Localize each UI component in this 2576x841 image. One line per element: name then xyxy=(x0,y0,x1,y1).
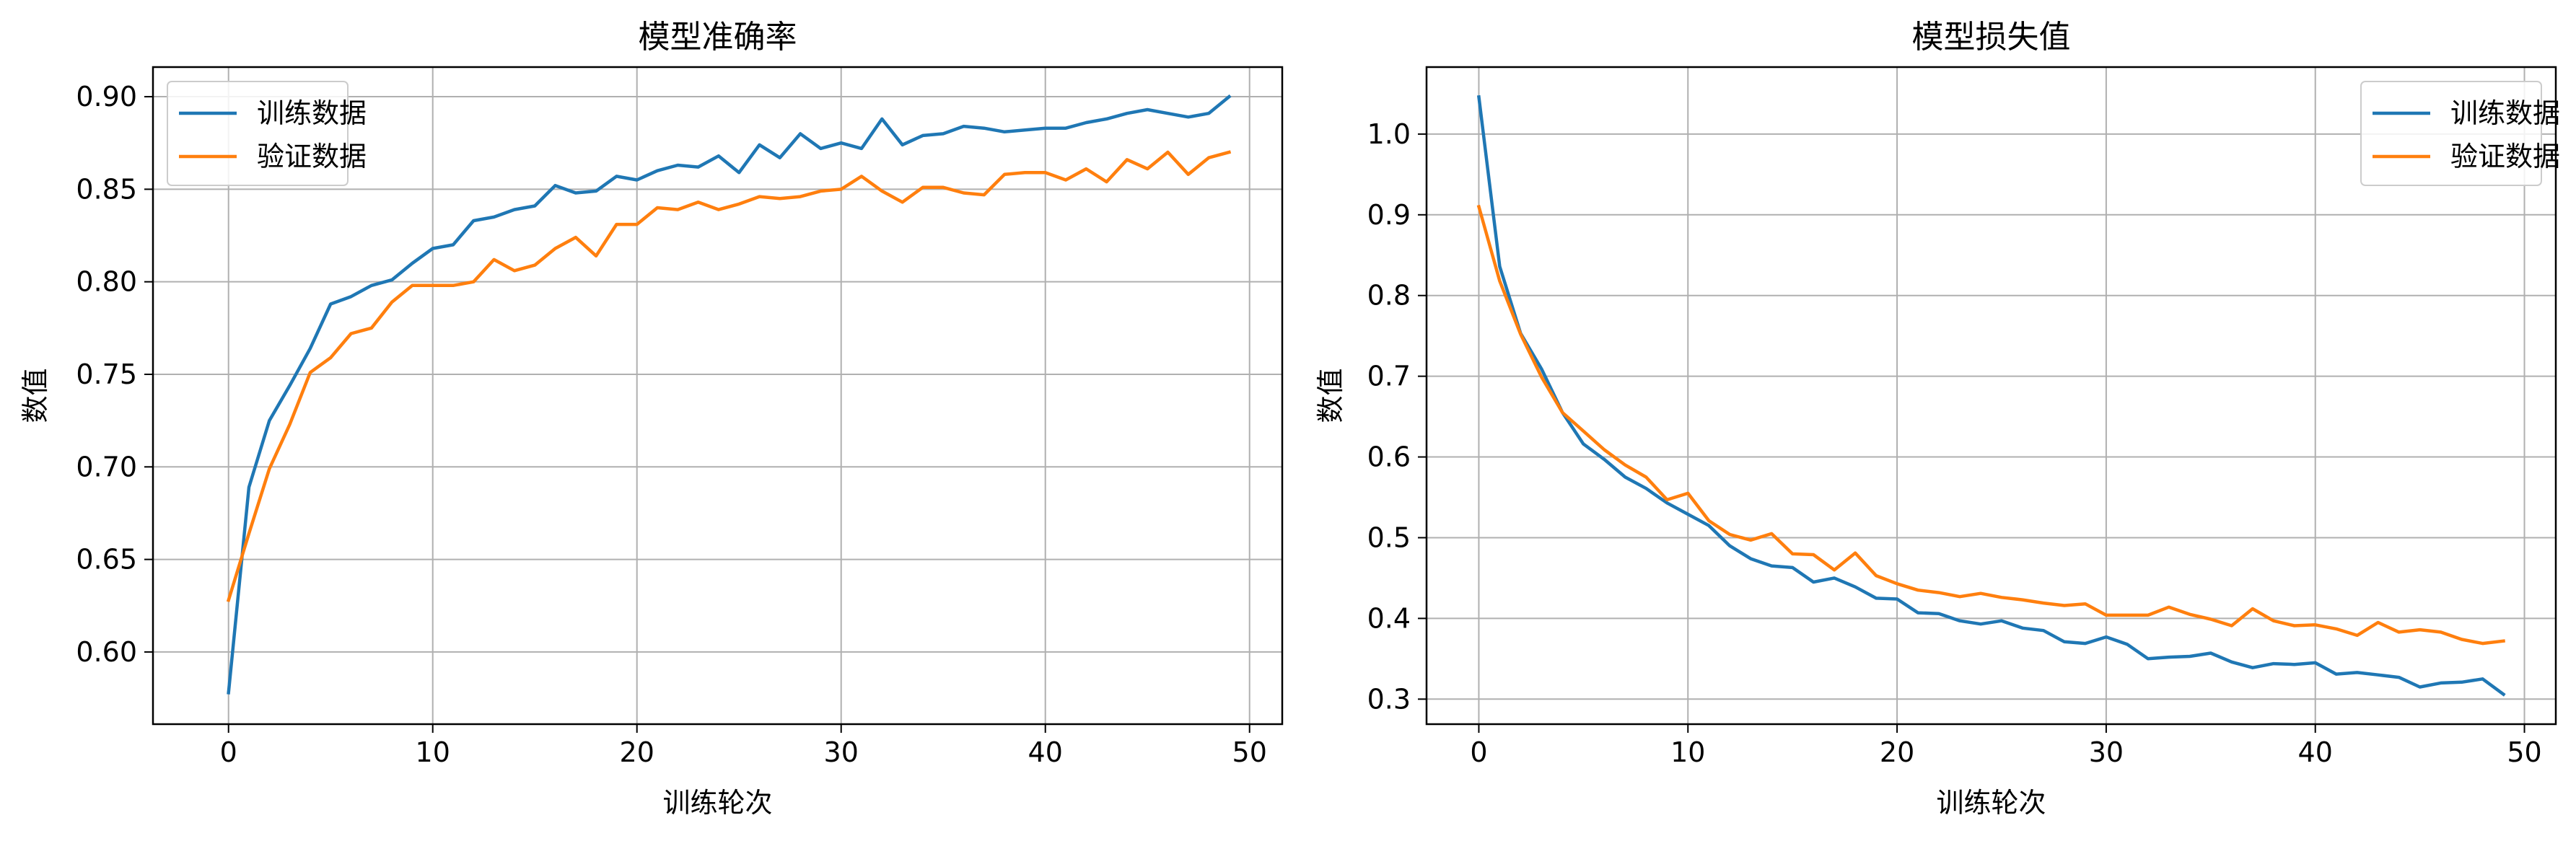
series-line-0 xyxy=(227,94,1232,695)
x-tick-label: 30 xyxy=(824,736,859,768)
x-tick-label: 50 xyxy=(1232,736,1267,768)
y-tick-label: 1.0 xyxy=(1367,118,1411,150)
legend-box xyxy=(167,81,349,186)
legend-label: 训练数据 xyxy=(257,97,367,129)
y-tick-label: 0.75 xyxy=(76,358,137,390)
legend-box xyxy=(2360,81,2542,186)
y-tick-label: 0.7 xyxy=(1367,361,1411,392)
series-line-0 xyxy=(1476,94,2506,697)
series-line-1 xyxy=(1476,204,2505,646)
y-tick-label: 0.65 xyxy=(76,544,137,576)
x-axis-label: 训练轮次 xyxy=(1936,787,2046,819)
accuracy-chart: 0 10 20 30 40 50 0.60 0.65 0.70 0.75 0.80 0.85 0.90 模… xyxy=(19,19,1284,819)
x-tick-label: 40 xyxy=(2298,736,2333,768)
y-tick-label: 0.85 xyxy=(76,173,137,205)
chart-title: 模型损失值 xyxy=(1912,19,2071,56)
loss-chart: 0 10 20 30 40 50 0.3 0.4 0.5 0.6 0.7 0.8 0.9 1.0 模型损失值… xyxy=(1315,19,2560,819)
chart-title: 模型准确率 xyxy=(639,19,797,56)
y-axis-label: 数值 xyxy=(19,368,51,423)
y-tick-label: 0.5 xyxy=(1367,521,1411,553)
series-points-1 xyxy=(1478,206,2504,644)
x-tick-label: 0 xyxy=(1470,736,1487,768)
x-tick-label: 40 xyxy=(1028,736,1063,768)
series-points-0 xyxy=(228,96,1230,693)
legend-label: 验证数据 xyxy=(257,141,367,172)
x-tick-label: 20 xyxy=(1880,736,1914,768)
y-tick-label: 0.3 xyxy=(1367,683,1411,715)
y-tick-label: 0.4 xyxy=(1367,602,1411,634)
y-tick-label: 0.90 xyxy=(76,81,137,113)
y-tick-label: 0.8 xyxy=(1367,280,1411,312)
series-points-0 xyxy=(1478,97,2504,695)
x-tick-label: 50 xyxy=(2507,736,2541,768)
series-line-1 xyxy=(226,150,1232,602)
grid xyxy=(1427,67,2556,724)
x-tick-label: 30 xyxy=(2089,736,2124,768)
legend-label: 验证数据 xyxy=(2450,141,2560,172)
x-tick-label: 20 xyxy=(620,736,654,768)
y-tick-label: 0.60 xyxy=(76,636,137,668)
y-tick-label: 0.9 xyxy=(1367,199,1411,231)
legend-label: 训练数据 xyxy=(2450,97,2560,129)
grid xyxy=(153,67,1282,724)
x-axis-label: 训练轮次 xyxy=(662,787,772,819)
axes-frame xyxy=(152,66,1284,726)
series-points-1 xyxy=(228,151,1230,601)
x-tick-label: 10 xyxy=(416,736,450,768)
x-tick-label: 0 xyxy=(220,736,237,768)
x-tick-label: 10 xyxy=(1670,736,1705,768)
y-tick-label: 0.70 xyxy=(76,451,137,483)
y-tick-label: 0.80 xyxy=(76,266,137,298)
y-axis-label: 数值 xyxy=(1315,368,1346,423)
axes-frame xyxy=(1425,66,2557,726)
y-tick-label: 0.6 xyxy=(1367,441,1411,473)
